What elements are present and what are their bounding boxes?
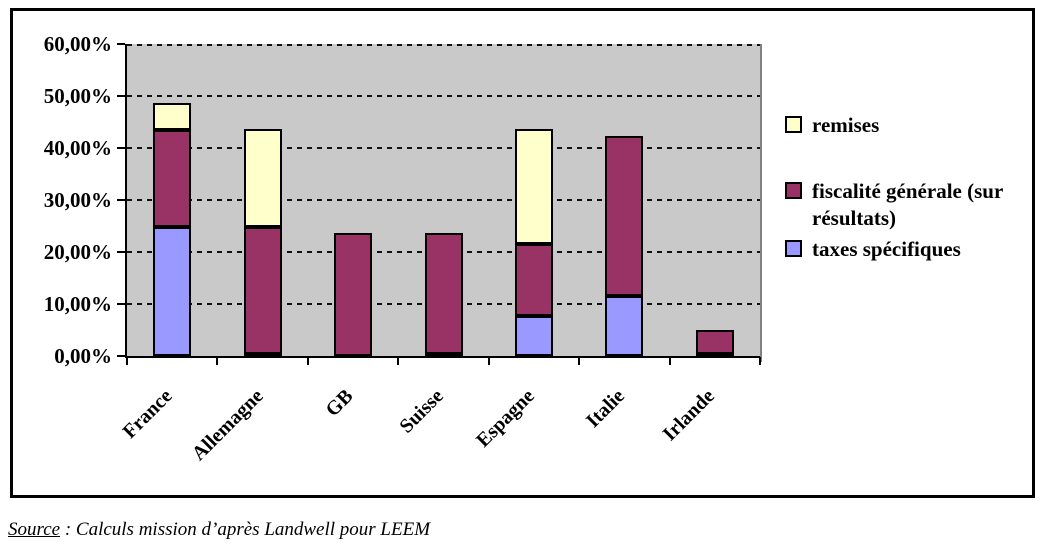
y-tick-label-40: 40,00% — [43, 136, 112, 160]
x-tick-3 — [397, 357, 400, 365]
gridline-60 — [127, 44, 760, 46]
y-tick-label-60: 60,00% — [43, 32, 112, 56]
x-tick-2 — [306, 357, 309, 365]
bar-segment-Espagne-2 — [514, 128, 553, 244]
y-tick-10 — [117, 303, 125, 305]
legend-item-0: remises — [785, 112, 1045, 139]
legend-label-0: remises — [812, 113, 880, 137]
y-tick-40 — [117, 147, 125, 149]
x-tick-4 — [487, 357, 490, 365]
x-tick-6 — [668, 357, 671, 365]
bar-segment-GB-1 — [334, 233, 373, 356]
bar-segment-Italie-1 — [605, 135, 644, 296]
bar-segment-France-0 — [153, 226, 192, 356]
x-axis-line — [125, 356, 762, 358]
y-axis-line — [125, 44, 127, 358]
bar-segment-Espagne-0 — [514, 315, 553, 356]
y-tick-label-0: 0,00% — [54, 344, 112, 368]
y-tick-label-50: 50,00% — [43, 84, 112, 108]
source-note: Source : Calculs mission d’après Landwel… — [8, 519, 430, 541]
plot-area — [127, 44, 760, 356]
y-tick-label-10: 10,00% — [43, 292, 112, 316]
x-tick-0 — [126, 357, 128, 365]
bar-segment-Suisse-1 — [424, 233, 463, 355]
legend-item-2: taxes spécifiques — [785, 236, 1045, 263]
y-tick-20 — [117, 251, 125, 253]
gridline-40 — [127, 147, 760, 149]
x-tick-5 — [578, 357, 581, 365]
bar-segment-France-2 — [153, 103, 192, 131]
legend-swatch-0 — [785, 116, 802, 133]
source-label: Source — [8, 519, 61, 540]
y-tick-0 — [117, 355, 125, 357]
gridline-50 — [127, 95, 760, 97]
gridline-30 — [127, 199, 760, 201]
bar-segment-Irlande-1 — [695, 329, 734, 355]
y-tick-30 — [117, 199, 125, 201]
y-tick-60 — [117, 43, 125, 45]
legend-swatch-2 — [785, 240, 802, 257]
x-tick-1 — [216, 357, 219, 365]
x-tick-7 — [759, 357, 761, 365]
bar-segment-Italie-0 — [605, 295, 644, 356]
bar-segment-France-1 — [153, 130, 192, 227]
legend-label-2: taxes spécifiques — [812, 237, 961, 261]
legend-item-1: fiscalité générale (sur résultats) — [785, 178, 1045, 232]
y-tick-label-30: 30,00% — [43, 188, 112, 212]
bar-segment-Allemagne-1 — [243, 226, 282, 355]
bar-segment-Espagne-1 — [514, 243, 553, 316]
legend-label-1: fiscalité générale (sur résultats) — [812, 179, 1003, 230]
legend-swatch-1 — [785, 182, 802, 199]
bar-segment-Allemagne-2 — [243, 128, 282, 227]
y-tick-label-20: 20,00% — [43, 240, 112, 264]
plot-right-edge — [760, 44, 762, 362]
y-tick-50 — [117, 95, 125, 97]
source-text: : Calculs mission d’après Landwell pour … — [60, 519, 431, 540]
